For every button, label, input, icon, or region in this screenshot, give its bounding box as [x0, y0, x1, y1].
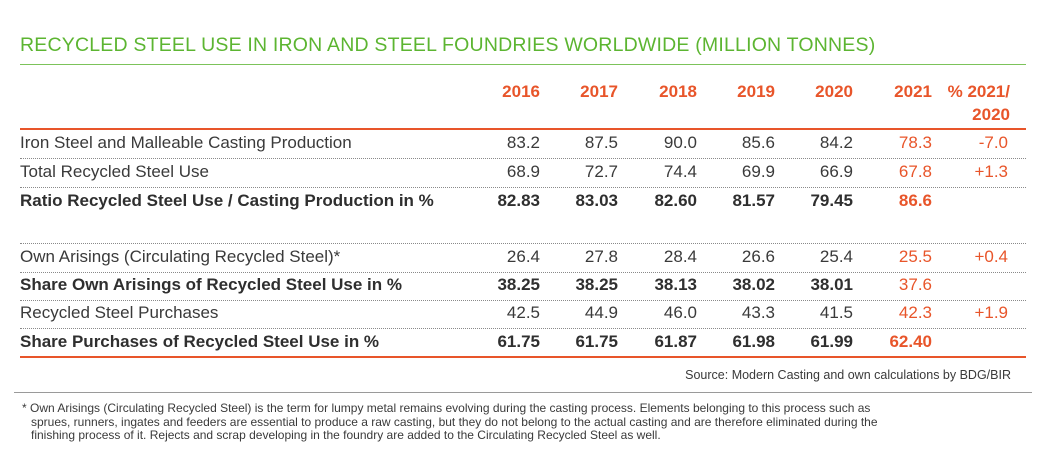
table-title: RECYCLED STEEL USE IN IRON AND STEEL FOU… — [20, 34, 876, 56]
cell-2016: 82.83 — [497, 191, 540, 210]
cell-2016: 61.75 — [497, 332, 540, 351]
column-header-2017: 2017 — [580, 82, 618, 101]
header-divider — [20, 128, 1026, 130]
cell-2018: 38.13 — [654, 275, 697, 294]
change-header-line2: 2020 — [972, 105, 1010, 124]
change-header-line1: % 2021/ — [947, 82, 1010, 101]
cell-2019: 26.6 — [741, 247, 775, 266]
cell-2019: 69.9 — [741, 162, 775, 181]
cell-2020: 61.99 — [810, 332, 853, 351]
cell-2019: 85.6 — [741, 133, 775, 152]
cell-2020: 38.01 — [810, 275, 853, 294]
cell-2020: 25.4 — [819, 247, 853, 266]
row-label: Iron Steel and Malleable Casting Product… — [20, 133, 352, 152]
cell-2021: 25.5 — [898, 247, 932, 266]
footnote: * Own Arisings (Circulating Recycled Ste… — [22, 401, 1022, 443]
cell-2016: 68.9 — [506, 162, 540, 181]
footnote-divider — [14, 392, 1032, 393]
cell-change: +1.9 — [974, 303, 1008, 322]
cell-2019: 81.57 — [732, 191, 775, 210]
table-row: Share Own Arisings of Recycled Steel Use… — [20, 272, 1026, 301]
row-label: Own Arisings (Circulating Recycled Steel… — [20, 247, 341, 266]
cell-2016: 26.4 — [506, 247, 540, 266]
cell-2018: 61.87 — [654, 332, 697, 351]
cell-change: -7.0 — [978, 133, 1008, 152]
table-row: Share Purchases of Recycled Steel Use in… — [20, 329, 1026, 357]
row-label: Recycled Steel Purchases — [20, 303, 219, 322]
cell-2021: 42.3 — [898, 303, 932, 322]
column-header-change: % 2021/ 2020 — [930, 80, 1010, 126]
column-header-2021: 2021 — [894, 82, 932, 101]
cell-2020: 84.2 — [819, 133, 853, 152]
column-header-2019: 2019 — [737, 82, 775, 101]
cell-2018: 90.0 — [663, 133, 697, 152]
row-label: Share Purchases of Recycled Steel Use in… — [20, 332, 380, 351]
cell-2016: 42.5 — [506, 303, 540, 322]
table-row: Iron Steel and Malleable Casting Product… — [20, 130, 1026, 159]
footnote-line: sprues, runners, ingates and feeders are… — [31, 414, 878, 429]
cell-2021: 67.8 — [898, 162, 932, 181]
cell-2020: 79.45 — [810, 191, 853, 210]
cell-2018: 46.0 — [663, 303, 697, 322]
cell-change: +1.3 — [974, 162, 1008, 181]
cell-2018: 82.60 — [654, 191, 697, 210]
cell-2016: 83.2 — [506, 133, 540, 152]
cell-2021: 78.3 — [898, 133, 932, 152]
row-label: Share Own Arisings of Recycled Steel Use… — [20, 275, 402, 294]
cell-2017: 27.8 — [584, 247, 618, 266]
cell-2021: 62.40 — [889, 332, 932, 351]
cell-2017: 72.7 — [584, 162, 618, 181]
cell-2019: 61.98 — [732, 332, 775, 351]
column-header-2016: 2016 — [502, 82, 540, 101]
column-header-2018: 2018 — [659, 82, 697, 101]
cell-2020: 66.9 — [819, 162, 853, 181]
cell-2016: 38.25 — [497, 275, 540, 294]
cell-2019: 43.3 — [741, 303, 775, 322]
table-bottom-divider — [20, 356, 1026, 358]
title-divider — [20, 64, 1026, 65]
cell-2017: 87.5 — [584, 133, 618, 152]
cell-2017: 83.03 — [575, 191, 618, 210]
cell-2019: 38.02 — [732, 275, 775, 294]
table-row: Total Recycled Steel Use 68.9 72.7 74.4 … — [20, 159, 1026, 188]
table-row: Ratio Recycled Steel Use / Casting Produ… — [20, 188, 1026, 216]
cell-2017: 38.25 — [575, 275, 618, 294]
cell-2021: 86.6 — [898, 191, 932, 210]
cell-change: +0.4 — [974, 247, 1008, 266]
cell-2018: 28.4 — [663, 247, 697, 266]
table-row: Recycled Steel Purchases 42.5 44.9 46.0 … — [20, 300, 1026, 329]
cell-2017: 61.75 — [575, 332, 618, 351]
cell-2017: 44.9 — [584, 303, 618, 322]
column-header-2020: 2020 — [815, 82, 853, 101]
source-note: Source: Modern Casting and own calculati… — [685, 368, 1011, 382]
row-label: Ratio Recycled Steel Use / Casting Produ… — [20, 191, 434, 210]
footnote-line: * Own Arisings (Circulating Recycled Ste… — [22, 401, 871, 415]
cell-2021: 37.6 — [898, 275, 932, 294]
footnote-line: finishing process of it. Rejects and scr… — [31, 428, 661, 442]
cell-2020: 41.5 — [819, 303, 853, 322]
row-label: Total Recycled Steel Use — [20, 162, 209, 181]
table-row: Own Arisings (Circulating Recycled Steel… — [20, 243, 1026, 273]
cell-2018: 74.4 — [663, 162, 697, 181]
